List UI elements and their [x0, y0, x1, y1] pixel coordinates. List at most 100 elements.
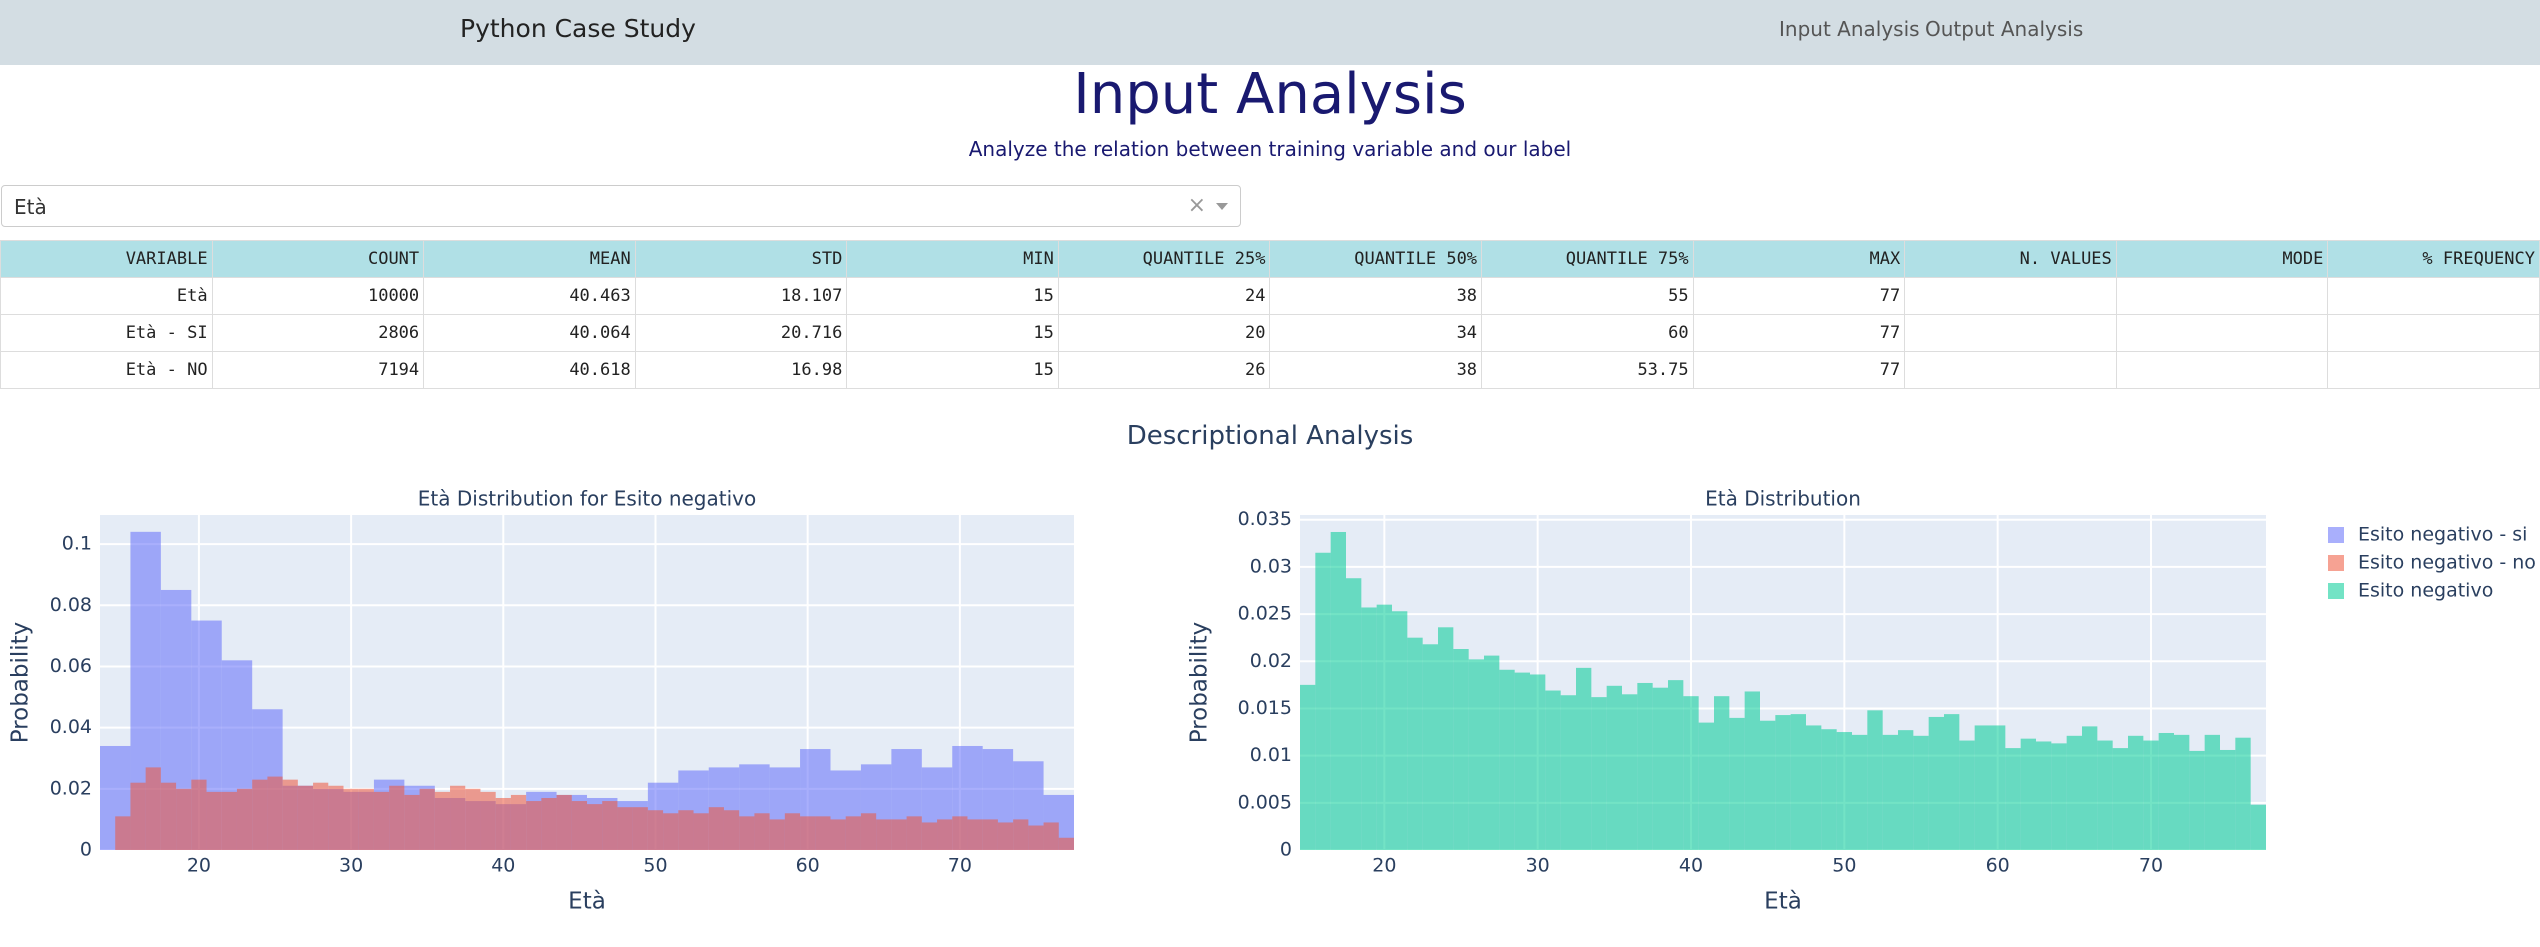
histogram-bar	[2220, 749, 2236, 850]
histogram-bar	[571, 801, 587, 850]
y-tick-label: 0	[80, 839, 92, 861]
histogram-bar	[2051, 743, 2067, 850]
table-row: Età 10000 40.463 18.107 15 24 38 55 77	[0, 277, 2540, 315]
histogram-bar	[404, 794, 420, 850]
histogram-bar	[1468, 659, 1484, 850]
x-tick-label: 40	[1679, 855, 1703, 877]
x-tick-label: 60	[796, 855, 820, 877]
histogram-bar	[389, 785, 405, 850]
histogram-bar	[343, 788, 359, 850]
histogram-bar	[1898, 730, 1914, 850]
table-cell	[2115, 351, 2329, 389]
brand[interactable]: Python Case Study	[460, 14, 696, 43]
histogram-bar	[1913, 735, 1929, 850]
histogram-bar	[982, 819, 998, 850]
column-header: QUANTILE 25%	[1057, 240, 1271, 278]
table-cell: 40.064	[423, 314, 636, 352]
histogram-bar	[1652, 687, 1668, 850]
x-axis-title: Età	[568, 889, 606, 915]
nav-link[interactable]: Output Analysis	[1925, 17, 2084, 41]
histogram-bar	[434, 791, 451, 850]
histogram-bar	[1760, 720, 1776, 850]
histogram-bar	[1591, 697, 1607, 850]
y-tick-label: 0.02	[50, 777, 92, 799]
dropdown-caret[interactable]	[1216, 203, 1228, 210]
histogram-bar	[769, 819, 785, 850]
column-header: COUNT	[211, 240, 425, 278]
table-cell: 26	[1057, 351, 1271, 389]
histogram-bar	[1836, 732, 1852, 850]
histogram-bar	[815, 816, 831, 850]
y-tick-label: 0.025	[1238, 603, 1292, 625]
table-cell	[1904, 277, 2117, 315]
histogram-bar	[678, 810, 694, 850]
histogram-bar	[997, 822, 1014, 850]
histogram-bar	[1392, 611, 1408, 850]
histogram-bar	[1330, 531, 1346, 850]
histogram-bar	[1484, 655, 1500, 850]
table-cell	[2115, 314, 2329, 352]
x-axis-title: Età	[1764, 889, 1802, 915]
table-cell: Età - SI	[0, 314, 213, 352]
histogram-bar	[1714, 696, 1730, 850]
histogram-bar	[1928, 716, 1944, 850]
histogram-bar	[1790, 714, 1806, 850]
histogram-bar	[495, 797, 511, 850]
table-cell: 77	[1692, 351, 1906, 389]
y-tick-label: 0.015	[1238, 697, 1292, 719]
histogram-bar	[465, 788, 481, 850]
variable-dropdown[interactable]: Età ×	[1, 185, 1241, 227]
histogram-bar	[587, 804, 603, 850]
histogram-bar	[419, 788, 435, 850]
histogram-bar	[297, 785, 314, 850]
y-axis-title: Probability	[8, 622, 34, 744]
histogram-bar	[723, 810, 740, 850]
table-cell: 16.98	[634, 351, 848, 389]
y-tick-label: 0.1	[62, 533, 92, 555]
table-cell: 34	[1269, 314, 1483, 352]
histogram-bar	[373, 791, 390, 850]
table-cell: 38	[1269, 351, 1483, 389]
histogram-bar	[1376, 604, 1392, 850]
histogram-bar	[952, 816, 968, 850]
table-cell: 15	[846, 351, 1059, 389]
table-cell: 60	[1481, 314, 1694, 352]
table-body: Età 10000 40.463 18.107 15 24 38 55 77 Età - SI 28…	[0, 277, 2540, 389]
histogram-bar	[206, 791, 222, 850]
histogram-bar	[1422, 644, 1438, 850]
table-cell: 7194	[211, 351, 425, 389]
y-tick-label: 0.035	[1238, 508, 1292, 530]
histogram-bar	[1882, 734, 1898, 850]
histogram-bar	[328, 785, 344, 850]
x-tick-label: 70	[948, 855, 972, 877]
column-header: MODE	[2115, 240, 2329, 278]
histogram-bar	[1606, 685, 1622, 850]
table-cell	[2327, 277, 2540, 315]
table-cell: 20	[1057, 314, 1271, 352]
histogram-bar	[1775, 715, 1791, 850]
histogram-bar	[2097, 740, 2113, 850]
histogram-bar	[267, 776, 283, 850]
histogram-bar	[784, 813, 801, 850]
table-cell: 38	[1269, 277, 1483, 315]
histogram-bar	[2235, 737, 2251, 850]
nav-link[interactable]: Input Analysis	[1779, 17, 1920, 41]
dropdown-value: Età	[14, 195, 47, 219]
navbar: Python Case Study Input Analysis Output …	[0, 0, 2540, 65]
histogram-bar	[2143, 740, 2159, 850]
y-tick-label: 0.005	[1238, 791, 1292, 813]
column-header: N. VALUES	[1904, 240, 2117, 278]
histogram-bar	[313, 782, 329, 850]
histogram-bar	[556, 794, 572, 850]
column-header: QUANTILE 75%	[1481, 240, 1694, 278]
histogram-bar	[236, 788, 253, 850]
y-tick-label: 0.06	[50, 655, 92, 677]
clear-button[interactable]: ×	[1187, 193, 1206, 218]
table-cell: 20.716	[634, 314, 848, 352]
table-row: Età - SI 2806 40.064 20.716 15 20 34 60 77	[0, 314, 2540, 352]
legend-swatch	[2328, 527, 2344, 543]
histogram-bar	[876, 819, 892, 850]
table-cell: 77	[1692, 277, 1906, 315]
table-cell	[1904, 351, 2117, 389]
